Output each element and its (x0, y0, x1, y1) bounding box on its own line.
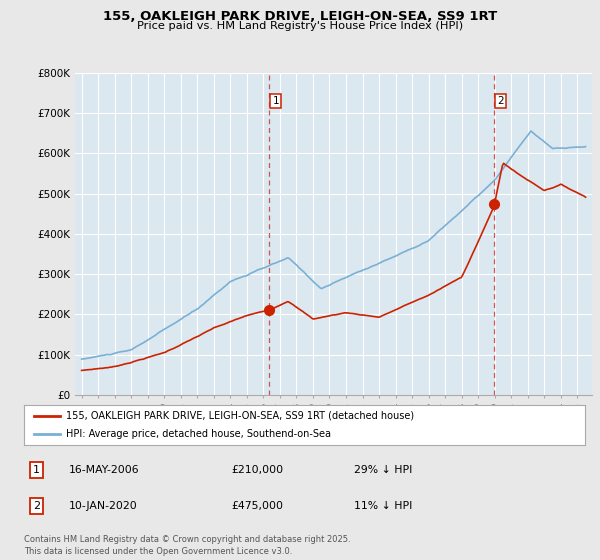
Text: Price paid vs. HM Land Registry's House Price Index (HPI): Price paid vs. HM Land Registry's House … (137, 21, 463, 31)
Text: 29% ↓ HPI: 29% ↓ HPI (354, 465, 412, 475)
Text: 2: 2 (497, 96, 504, 106)
Text: 155, OAKLEIGH PARK DRIVE, LEIGH-ON-SEA, SS9 1RT (detached house): 155, OAKLEIGH PARK DRIVE, LEIGH-ON-SEA, … (66, 411, 414, 421)
Text: 10-JAN-2020: 10-JAN-2020 (69, 501, 138, 511)
Text: Contains HM Land Registry data © Crown copyright and database right 2025.
This d: Contains HM Land Registry data © Crown c… (24, 535, 350, 556)
Text: £475,000: £475,000 (231, 501, 283, 511)
Text: 1: 1 (272, 96, 279, 106)
Text: 1: 1 (33, 465, 40, 475)
Text: 2: 2 (33, 501, 40, 511)
Text: £210,000: £210,000 (231, 465, 283, 475)
Text: HPI: Average price, detached house, Southend-on-Sea: HPI: Average price, detached house, Sout… (66, 430, 331, 439)
Text: 155, OAKLEIGH PARK DRIVE, LEIGH-ON-SEA, SS9 1RT: 155, OAKLEIGH PARK DRIVE, LEIGH-ON-SEA, … (103, 10, 497, 23)
Text: 16-MAY-2006: 16-MAY-2006 (69, 465, 140, 475)
Text: 11% ↓ HPI: 11% ↓ HPI (354, 501, 412, 511)
